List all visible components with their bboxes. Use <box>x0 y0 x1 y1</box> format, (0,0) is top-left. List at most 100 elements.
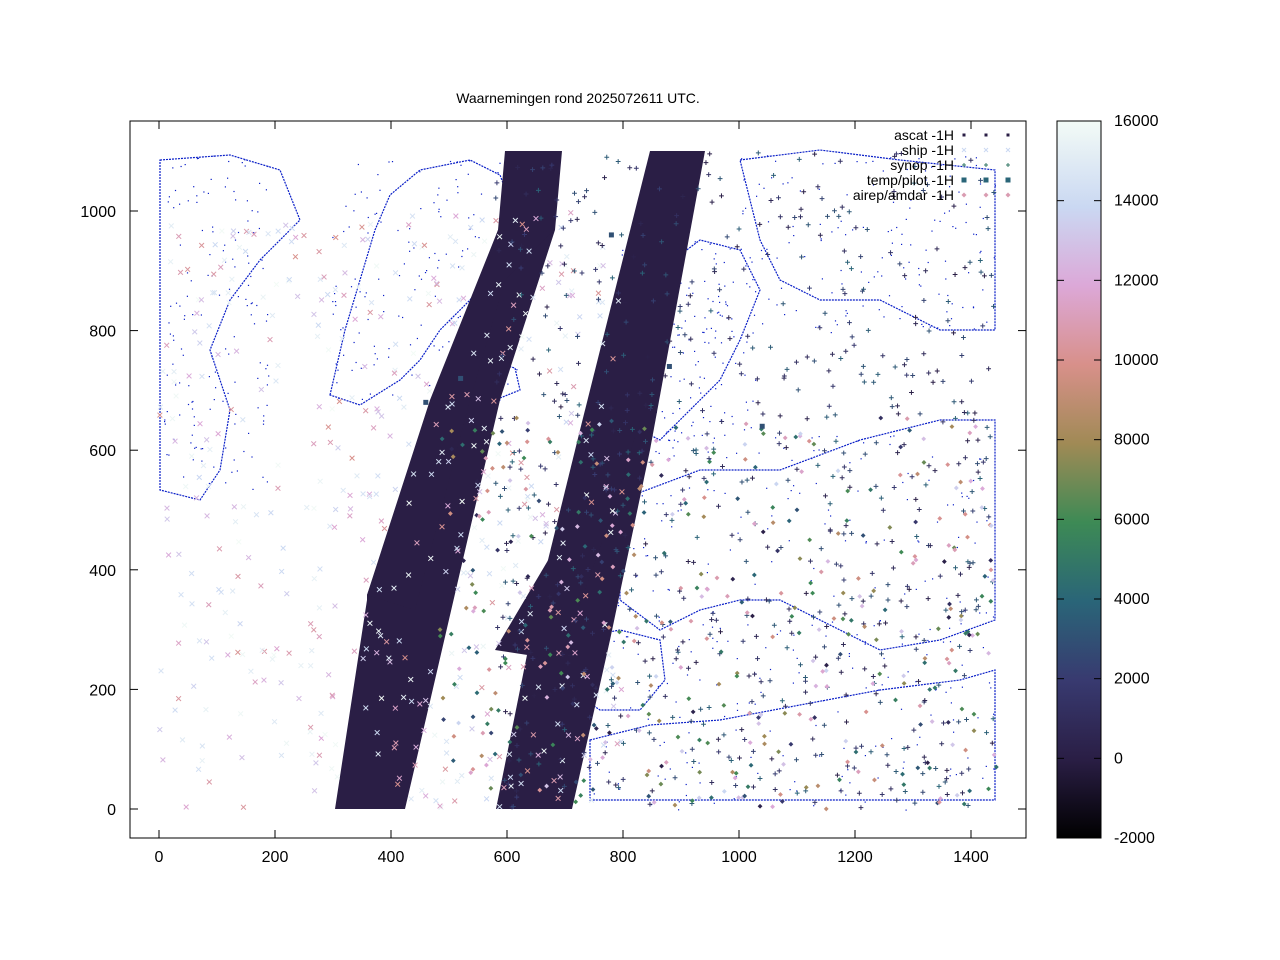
ship-point <box>199 373 205 380</box>
synop-point <box>664 339 670 345</box>
coastline-detail <box>883 539 885 541</box>
airep-point <box>988 567 994 573</box>
synop-point <box>865 327 871 333</box>
coastline-detail <box>354 278 356 280</box>
coastline-detail <box>979 458 981 460</box>
airep-point <box>947 601 952 607</box>
synop-point <box>538 215 544 221</box>
coastline-detail <box>881 257 883 259</box>
coastline-detail <box>968 497 970 499</box>
coastline-detail <box>424 272 427 274</box>
coastline-detail <box>748 702 750 704</box>
synop-point <box>615 565 621 571</box>
coastline-detail <box>891 738 893 740</box>
synop-point <box>685 559 691 564</box>
coastline-detail <box>864 801 866 803</box>
ship-point <box>304 504 310 511</box>
ship-point <box>168 223 175 229</box>
synop-point <box>510 578 516 584</box>
synop-point <box>750 749 756 754</box>
synop-point <box>667 338 673 344</box>
coastline-detail <box>388 161 390 163</box>
synop-point <box>530 167 535 173</box>
synop-point <box>515 165 521 170</box>
airep-point <box>625 496 631 502</box>
synop-point <box>737 537 743 543</box>
colorbar-tick-label: 16000 <box>1114 113 1159 130</box>
airep-point <box>810 658 816 664</box>
ship-point <box>232 518 239 525</box>
synop-point <box>575 334 580 339</box>
synop-point <box>560 391 566 397</box>
ship-point <box>208 655 215 661</box>
ship-point <box>508 783 514 789</box>
synop-point <box>578 580 584 586</box>
synop-point <box>912 164 918 169</box>
ship-point <box>507 344 513 351</box>
ship-point <box>362 363 368 370</box>
synop-point <box>856 790 862 796</box>
coastline-detail <box>860 271 862 273</box>
airep-point <box>922 655 928 661</box>
synop-point <box>742 737 748 742</box>
airep-point <box>913 557 919 563</box>
ship-point <box>258 583 264 589</box>
coastline-detail <box>706 328 708 330</box>
airep-point <box>630 522 636 528</box>
coastline-detail <box>906 168 908 171</box>
x-tick-label: 200 <box>262 849 289 866</box>
coastline-detail <box>972 306 975 308</box>
synop-point <box>911 180 917 186</box>
synop-point <box>821 722 827 728</box>
ship-point <box>554 320 560 326</box>
synop-point <box>877 699 883 705</box>
synop-point <box>552 519 558 525</box>
airep-point <box>863 709 869 715</box>
coastline-detail <box>930 714 932 716</box>
coastline-detail <box>411 374 413 376</box>
airep-point <box>653 673 659 679</box>
synop-point <box>586 764 592 770</box>
coastline-detail <box>706 572 708 574</box>
ship-point <box>387 433 393 439</box>
coastline-detail <box>769 668 772 671</box>
coastline-detail <box>713 802 715 804</box>
synop-point <box>985 226 991 232</box>
synop-point <box>980 323 986 329</box>
coastline-detail <box>256 304 258 307</box>
synop-point <box>858 805 864 811</box>
coastline-detail <box>736 709 739 711</box>
coastline-detail <box>266 481 268 483</box>
coastline-detail <box>228 160 230 163</box>
coastline-detail <box>804 256 806 258</box>
coastline-detail <box>924 580 926 582</box>
coastline-detail <box>656 503 658 505</box>
synop-point <box>519 243 524 249</box>
coastline-detail <box>890 229 893 231</box>
ship-point <box>314 333 321 340</box>
coastline-detail <box>948 210 950 212</box>
ship-point <box>215 431 221 437</box>
coastline-detail <box>902 481 904 484</box>
airep-point <box>603 740 608 745</box>
ship-point <box>445 458 452 465</box>
synop-point <box>965 410 971 416</box>
synop-point <box>651 737 657 742</box>
synop-point <box>878 495 884 501</box>
ship-point <box>470 350 477 356</box>
airep-point <box>898 549 904 555</box>
coastline-detail <box>507 383 509 385</box>
coastline-detail <box>446 199 448 201</box>
synop-point <box>811 614 816 620</box>
ship-point <box>523 226 530 233</box>
synop-point <box>745 333 751 339</box>
synop-point <box>966 766 972 772</box>
coastline-detail <box>965 156 967 158</box>
legend-marker <box>984 163 988 167</box>
airep-point <box>840 616 846 622</box>
synop-point <box>812 151 818 157</box>
coastline-detail <box>749 257 751 259</box>
ship-point <box>506 485 512 491</box>
coastline-detail <box>961 686 963 688</box>
airep-point <box>448 631 454 637</box>
